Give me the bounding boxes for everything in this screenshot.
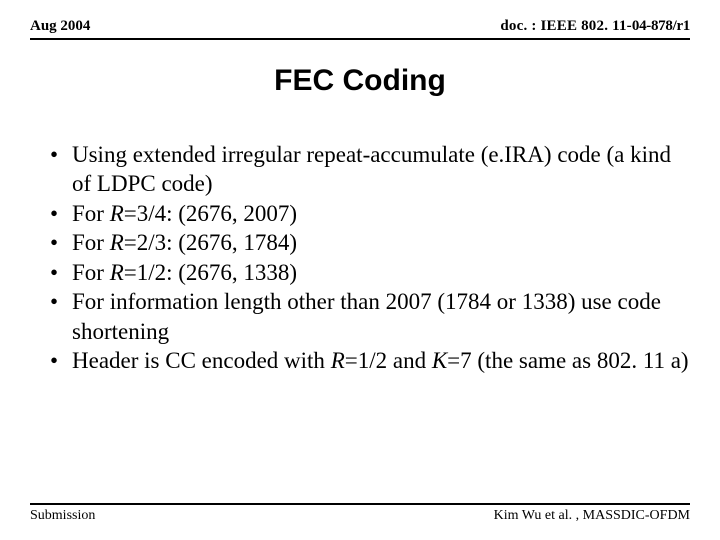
bullet-item: For R=1/2: (2676, 1338): [72, 258, 690, 287]
footer: Submission Kim Wu et al. , MASSDIC-OFDM: [30, 503, 690, 524]
bullet-item: For information length other than 2007 (…: [72, 287, 690, 346]
header-row: Aug 2004 doc. : IEEE 802. 11-04-878/r1: [30, 18, 690, 35]
footer-rule: [30, 503, 690, 505]
footer-left: Submission: [30, 508, 95, 524]
doc-prefix: doc. : IEEE 802. 11-: [500, 18, 632, 34]
header-rule: [30, 38, 690, 40]
header-doc-id: doc. : IEEE 802. 11-04-878/r1: [500, 18, 690, 35]
slide-title: FEC Coding: [30, 64, 690, 98]
bullet-item: For R=2/3: (2676, 1784): [72, 228, 690, 257]
bullet-item: Using extended irregular repeat-accumula…: [72, 140, 690, 199]
footer-row: Submission Kim Wu et al. , MASSDIC-OFDM: [30, 508, 690, 524]
slide-page: Aug 2004 doc. : IEEE 802. 11-04-878/r1 F…: [0, 0, 720, 540]
bullet-item: Header is CC encoded with R=1/2 and K=7 …: [72, 346, 690, 375]
header-date: Aug 2004: [30, 18, 90, 35]
footer-right: Kim Wu et al. , MASSDIC-OFDM: [494, 508, 690, 524]
doc-suffix: 04-878/r1: [632, 18, 690, 34]
bullet-list: Using extended irregular repeat-accumula…: [30, 140, 690, 376]
bullet-item: For R=3/4: (2676, 2007): [72, 199, 690, 228]
